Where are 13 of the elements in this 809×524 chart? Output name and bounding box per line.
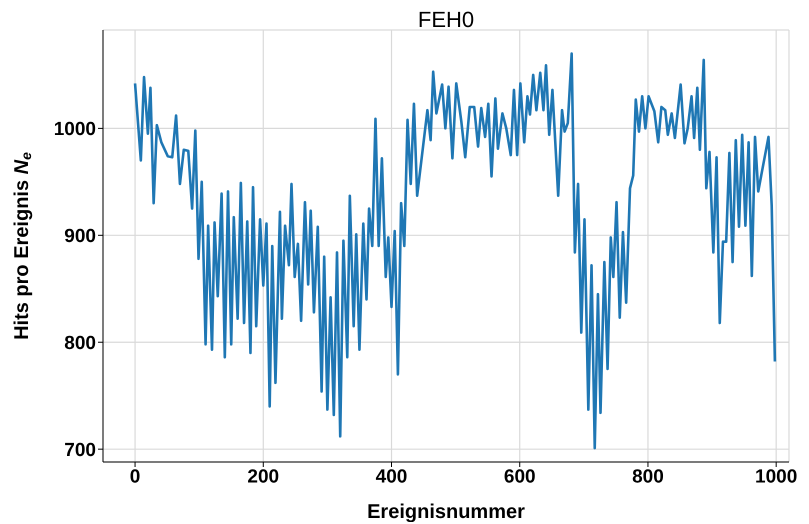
y-tick-label: 800 — [64, 332, 96, 354]
x-tick-label: 200 — [247, 466, 280, 488]
x-tick-label: 0 — [130, 466, 140, 488]
y-tick-label: 1000 — [54, 119, 96, 140]
line-series — [134, 52, 776, 450]
x-tick-label: 600 — [504, 466, 536, 488]
x-tick-label: 800 — [632, 466, 664, 488]
x-axis-title: Ereignisnummer — [367, 501, 526, 523]
x-tick-label: 400 — [376, 466, 408, 488]
chart-title: FEH0 — [416, 7, 476, 32]
x-tick-label: 1000 — [755, 466, 798, 488]
y-tick-label: 900 — [64, 226, 96, 248]
y-tick-label: 700 — [64, 440, 96, 461]
